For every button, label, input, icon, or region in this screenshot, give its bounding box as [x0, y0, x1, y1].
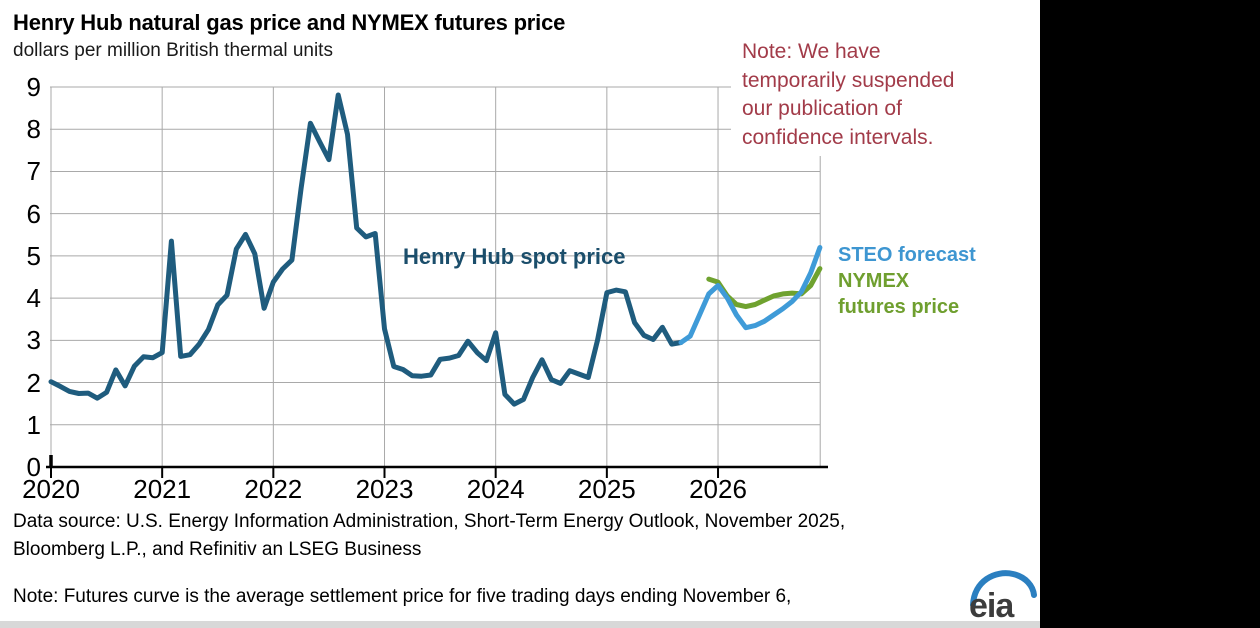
- x-axis-label: 2021: [133, 474, 192, 504]
- confidence-interval-note-line: our publication of: [742, 97, 902, 120]
- series-steo-forecast: [678, 245, 823, 345]
- confidence-interval-note: Note: We have temporarily suspended our …: [731, 36, 996, 156]
- eia-logo: eia: [969, 570, 1037, 622]
- x-axis-label: 2020: [22, 474, 80, 504]
- y-axis-label: 6: [26, 198, 41, 229]
- y-axis-label: 1: [26, 409, 41, 440]
- x-axis-label: 2022: [244, 474, 303, 504]
- eia-logo-arc-icon: [970, 570, 1037, 608]
- data-source-line2: Bloomberg L.P., and Refinitiv an LSEG Bu…: [13, 539, 422, 560]
- x-axis-label: 2026: [689, 474, 747, 504]
- right-black-band: [1040, 0, 1260, 628]
- y-axis-label: 0: [26, 452, 41, 482]
- y-axis-label: 3: [26, 325, 41, 356]
- confidence-interval-note-line: Note: We have: [742, 40, 881, 63]
- legend-nymex-futures-line1: NYMEX: [838, 270, 910, 292]
- data-source-line1: Data source: U.S. Energy Information Adm…: [13, 511, 846, 532]
- y-axis-label: 7: [26, 156, 41, 187]
- chart-canvas: [46, 86, 828, 478]
- chart-title: Henry Hub natural gas price and NYMEX fu…: [13, 10, 566, 35]
- y-axis-label: 2: [26, 367, 41, 398]
- y-axis-label: 4: [26, 283, 41, 314]
- x-axis-label: 2025: [577, 474, 636, 504]
- legend-nymex-futures-line2: futures price: [838, 296, 960, 318]
- futures-curve-note: Note: Futures curve is the average settl…: [13, 586, 792, 607]
- y-axis-label: 9: [26, 72, 41, 103]
- chart-subtitle: dollars per million British thermal unit…: [13, 40, 333, 61]
- x-axis-label: 2024: [466, 474, 525, 504]
- y-axis-label: 5: [26, 240, 41, 271]
- confidence-interval-note-line: confidence intervals.: [742, 125, 934, 149]
- eia-logo-text: eia: [969, 587, 1015, 622]
- series-henry-hub-spot-price: [48, 92, 684, 407]
- y-axis-label: 8: [26, 114, 41, 145]
- spot-price-series-label: Henry Hub spot price: [403, 244, 626, 269]
- legend-steo-forecast: STEO forecast: [838, 244, 976, 266]
- x-axis-label: 2023: [355, 474, 414, 504]
- bottom-gray-strip: [0, 621, 1040, 628]
- confidence-interval-note-line: temporarily suspended: [742, 68, 955, 92]
